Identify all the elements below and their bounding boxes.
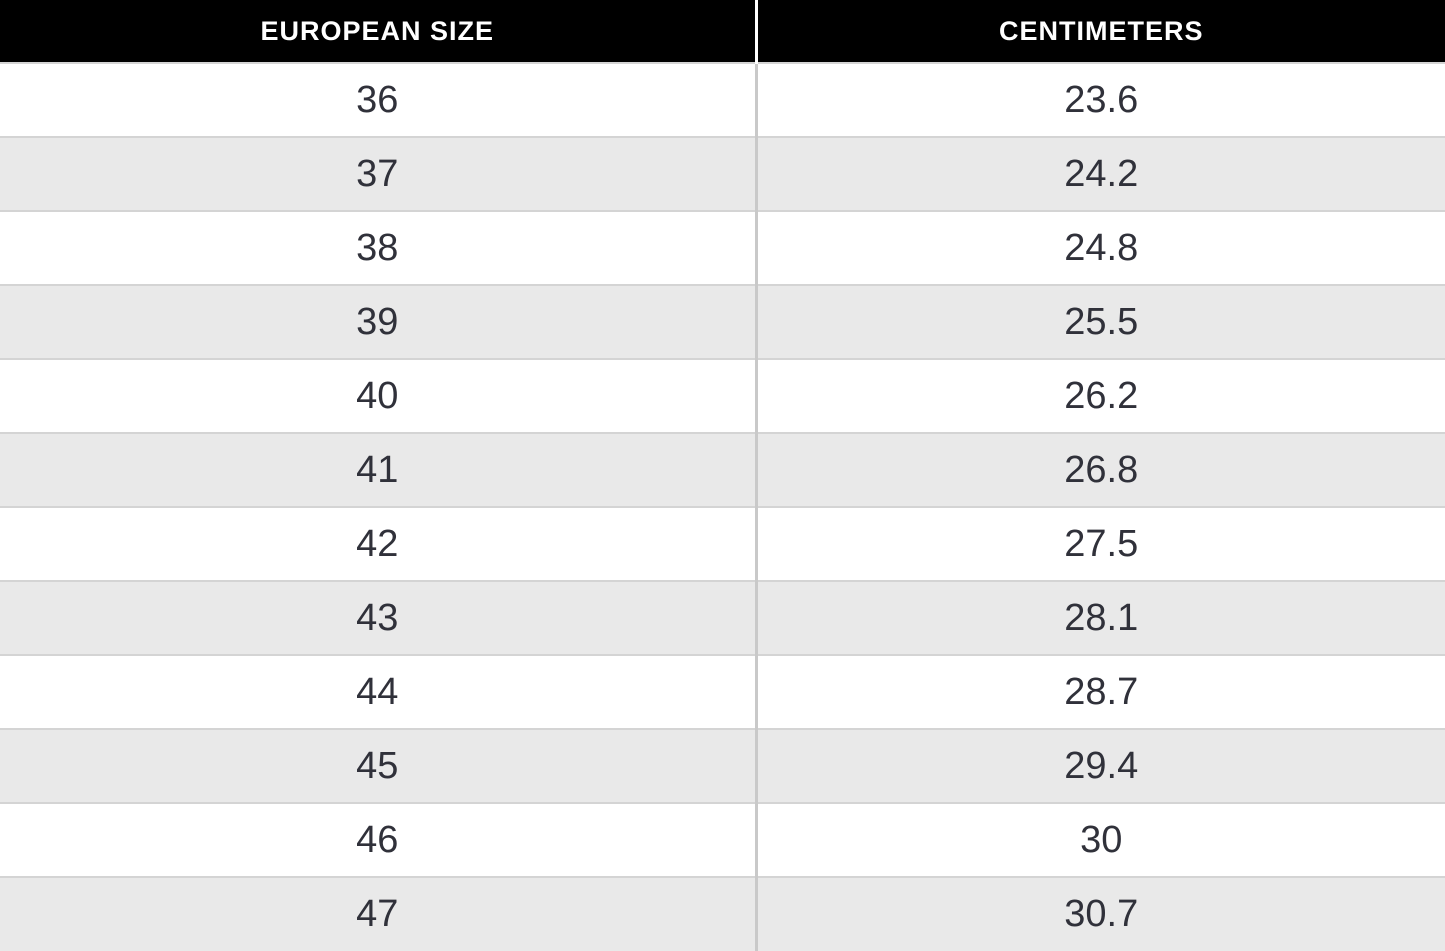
cell-centimeters: 24.8 [756,210,1445,285]
table-row: 42 27.5 [0,506,1445,581]
cell-european-size: 37 [0,136,758,211]
table-body: 36 23.6 37 24.2 38 24.8 39 25.5 40 26.2 41 26.8 42 27… [0,62,1445,951]
cell-european-size: 46 [0,802,758,877]
cell-european-size: 42 [0,506,758,581]
cell-centimeters: 25.5 [756,284,1445,359]
table-row: 41 26.8 [0,432,1445,507]
table-row: 38 24.8 [0,210,1445,285]
header-european-size: EUROPEAN SIZE [0,0,758,63]
cell-centimeters: 30 [756,802,1445,877]
cell-european-size: 36 [0,62,758,137]
cell-european-size: 39 [0,284,758,359]
cell-european-size: 41 [0,432,758,507]
table-row: 47 30.7 [0,876,1445,951]
table-row: 45 29.4 [0,728,1445,803]
cell-centimeters: 23.6 [756,62,1445,137]
cell-centimeters: 24.2 [756,136,1445,211]
table-row: 39 25.5 [0,284,1445,359]
cell-european-size: 45 [0,728,758,803]
cell-centimeters: 30.7 [756,876,1445,951]
table-row: 36 23.6 [0,62,1445,137]
cell-european-size: 38 [0,210,758,285]
header-row: EUROPEAN SIZE CENTIMETERS [0,0,1445,63]
cell-european-size: 44 [0,654,758,729]
cell-centimeters: 26.2 [756,358,1445,433]
cell-centimeters: 27.5 [756,506,1445,581]
cell-centimeters: 26.8 [756,432,1445,507]
table-row: 40 26.2 [0,358,1445,433]
cell-centimeters: 29.4 [756,728,1445,803]
cell-european-size: 47 [0,876,758,951]
table-row: 43 28.1 [0,580,1445,655]
table-row: 44 28.7 [0,654,1445,729]
cell-centimeters: 28.1 [756,580,1445,655]
table-row: 46 30 [0,802,1445,877]
header-centimeters: CENTIMETERS [756,0,1445,63]
cell-european-size: 40 [0,358,758,433]
cell-european-size: 43 [0,580,758,655]
table-row: 37 24.2 [0,136,1445,211]
cell-centimeters: 28.7 [756,654,1445,729]
